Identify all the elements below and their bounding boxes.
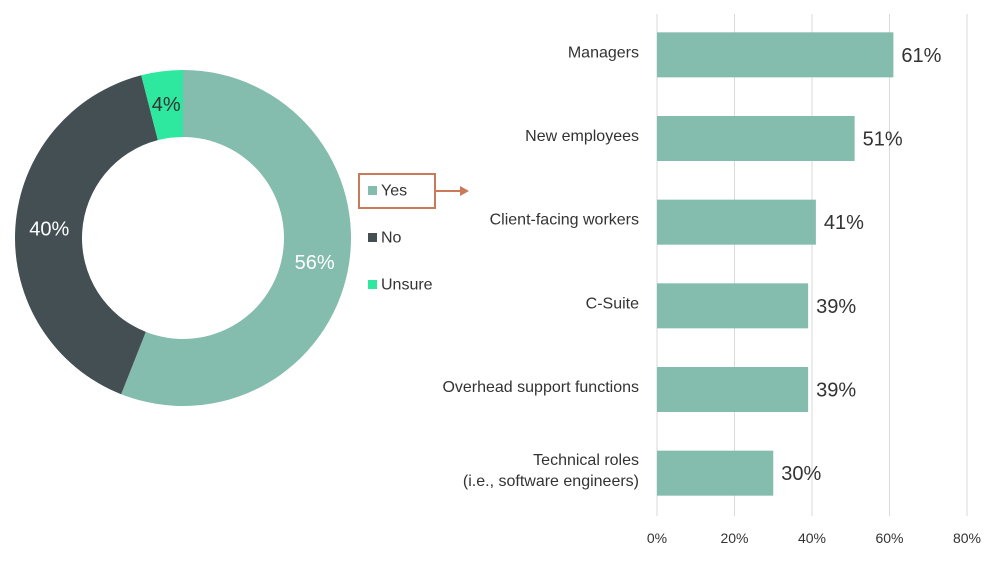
donut-chart: 56% 40% 4% <box>14 70 352 407</box>
donut-label-yes: 56% <box>295 252 335 274</box>
x-tick-label: 80% <box>953 530 981 546</box>
y-category-label: Client-facing workers <box>490 212 639 229</box>
bar <box>657 283 809 329</box>
y-category-label: Technical roles <box>533 452 639 469</box>
bar-chart-labels: 0% 20% 40% 60% 80% 61% Managers 51% New employee… <box>442 44 981 546</box>
legend-label-unsure: Unsure <box>381 277 433 294</box>
bar <box>657 116 855 161</box>
bar-value-label: 61% <box>901 45 941 67</box>
y-category-label: (i.e., software engineers) <box>463 473 639 490</box>
legend-label-no: No <box>381 230 402 247</box>
y-category-label: C-Suite <box>586 295 639 312</box>
legend-swatch-yes <box>368 186 377 195</box>
bar <box>657 367 809 412</box>
donut-slice-yes <box>121 70 352 407</box>
y-category-label: Overhead support functions <box>442 379 639 396</box>
donut-legend: Yes No Unsure <box>368 183 433 294</box>
legend-label-yes: Yes <box>381 183 407 200</box>
y-category-label: Managers <box>568 44 639 61</box>
legend-callout <box>358 173 469 209</box>
legend-swatch-no <box>368 233 377 242</box>
bar-value-label: 39% <box>816 296 856 318</box>
bar <box>657 199 816 245</box>
x-tick-label: 40% <box>798 530 826 546</box>
legend-swatch-unsure <box>368 280 377 289</box>
donut-label-no: 40% <box>29 219 69 241</box>
donut-slice-no <box>14 75 158 395</box>
x-tick-label: 60% <box>875 530 903 546</box>
x-tick-label: 20% <box>720 530 748 546</box>
y-category-label: New employees <box>525 128 639 145</box>
bar <box>657 32 894 78</box>
callout-arrow-head <box>460 186 469 196</box>
bar-value-label: 41% <box>824 212 864 234</box>
bar-chart-grid <box>656 14 968 516</box>
bar-chart <box>657 32 894 496</box>
bar-value-label: 30% <box>781 463 821 485</box>
bar-value-label: 51% <box>863 129 903 151</box>
x-tick-label: 0% <box>647 530 667 546</box>
donut-label-unsure: 4% <box>152 94 181 116</box>
bar-value-label: 39% <box>816 380 856 402</box>
bar <box>657 450 774 496</box>
donut-slice-unsure <box>141 70 183 141</box>
